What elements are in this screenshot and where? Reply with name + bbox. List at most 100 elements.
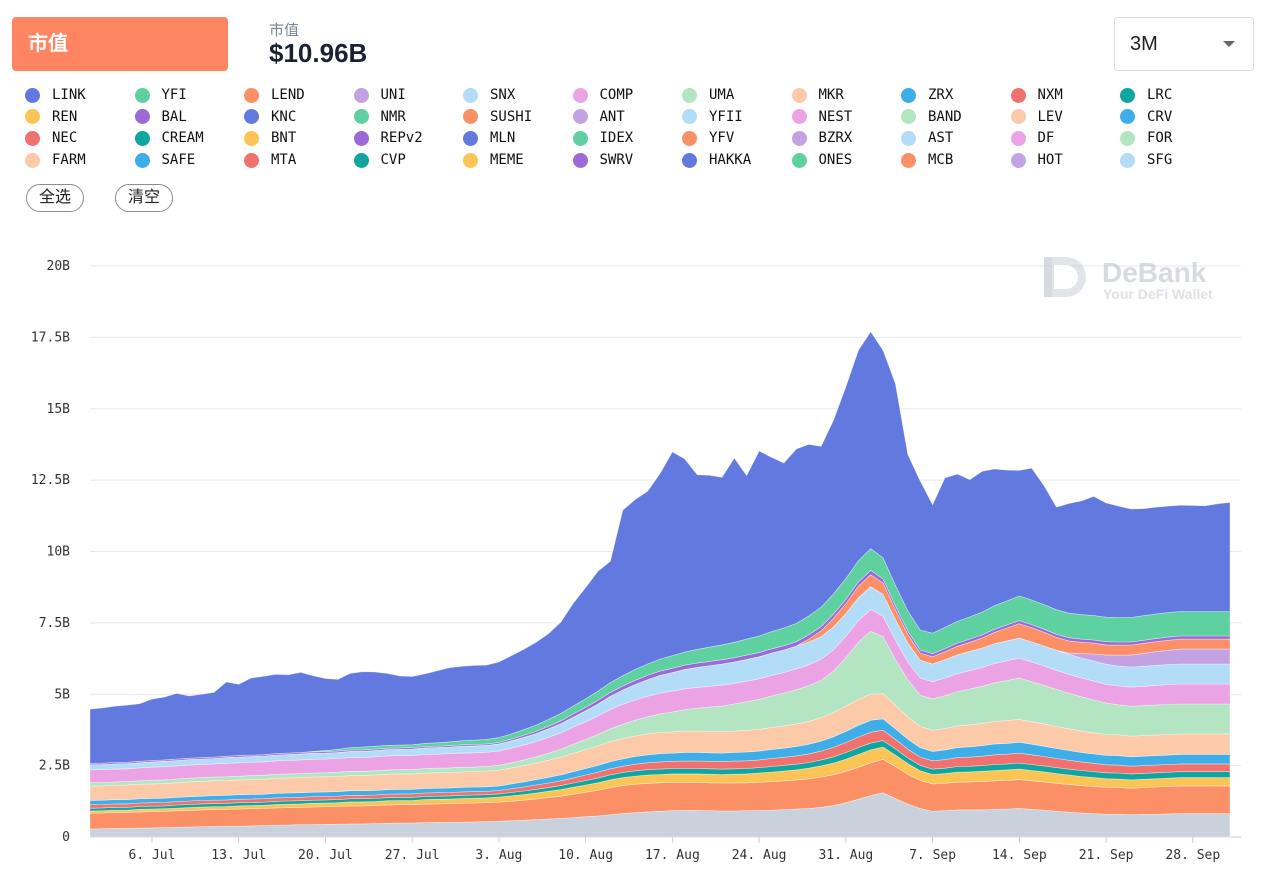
legend-item-ast[interactable]: AST	[901, 127, 953, 149]
legend-dot-icon	[1010, 109, 1026, 125]
legend-dot-icon	[791, 87, 807, 103]
legend-label: BZRX	[818, 130, 853, 147]
legend-dot-icon	[682, 109, 697, 125]
legend-item-safe[interactable]: SAFE	[134, 149, 195, 171]
legend-item-mta[interactable]: MTA	[244, 149, 296, 171]
legend-item-ones[interactable]: ONES	[791, 149, 852, 171]
y-tick-label: 0	[62, 830, 70, 845]
legend-dot-icon	[682, 152, 697, 168]
legend-item-uni[interactable]: UNI	[353, 84, 406, 106]
legend-dot-icon	[25, 152, 40, 168]
y-tick-label: 17.5B	[31, 330, 70, 345]
legend-label: LINK	[52, 87, 86, 103]
legend-dot-icon	[1010, 152, 1026, 168]
legend-item-nmr[interactable]: NMR	[353, 106, 406, 128]
legend-label: MLN	[490, 130, 516, 147]
legend-item-yfv[interactable]: YFV	[682, 127, 734, 149]
market-cap-chart: DeBank Your DeFi Wallet 0 2.5B 5B 7.5B 10B 12…	[31, 257, 1241, 863]
legend-dot-icon	[901, 130, 916, 146]
legend-label: MCB	[928, 152, 954, 169]
legend-item-ant[interactable]: ANT	[572, 106, 625, 128]
clear-button[interactable]: 清空	[115, 184, 174, 212]
legend-label: IDEX	[599, 130, 634, 147]
x-axis: 6. Jul 13. Jul 20. Jul 27. Jul 3. Aug 10. Aug…	[128, 837, 1220, 863]
legend-item-swrv[interactable]: SWRV	[572, 149, 633, 171]
legend-item-idex[interactable]: IDEX	[572, 127, 634, 149]
legend-dot-icon	[25, 109, 40, 125]
legend-item-bzrx[interactable]: BZRX	[791, 127, 853, 149]
legend-item-hakka[interactable]: HAKKA	[682, 149, 751, 171]
legend-dot-icon	[353, 130, 369, 146]
legend-dot-icon	[572, 152, 588, 168]
legend-label: YFII	[709, 108, 743, 125]
x-tick-label: 3. Aug	[475, 848, 522, 863]
legend-item-snx[interactable]: SNX	[463, 84, 515, 106]
legend-label: HAKKA	[709, 152, 752, 169]
legend-dot-icon	[353, 152, 369, 168]
legend-label: MTA	[271, 152, 297, 169]
legend-label: CRV	[1147, 108, 1173, 125]
x-tick-label: 20. Jul	[298, 848, 353, 863]
legend-item-nest[interactable]: NEST	[791, 106, 852, 128]
x-tick-label: 31. Aug	[818, 848, 873, 863]
legend-label: SFG	[1147, 152, 1173, 169]
legend-item-bal[interactable]: BAL	[134, 106, 187, 128]
legend-dot-icon	[791, 109, 807, 125]
legend-item-df[interactable]: DF	[1010, 127, 1054, 149]
metric-label: 市值	[269, 22, 300, 39]
legend-dot-icon	[134, 87, 150, 103]
legend-label: UMA	[709, 87, 735, 103]
legend-label: KNC	[271, 108, 297, 125]
legend-item-meme[interactable]: MEME	[463, 149, 524, 171]
legend-item-crv[interactable]: CRV	[1120, 106, 1172, 128]
legend-item-lend[interactable]: LEND	[244, 84, 305, 106]
debank-logo-icon	[1044, 257, 1086, 297]
legend-label: LRC	[1147, 87, 1173, 103]
legend-item-knc[interactable]: KNC	[244, 106, 296, 128]
legend-item-lev[interactable]: LEV	[1010, 106, 1063, 128]
legend-item-for[interactable]: FOR	[1120, 127, 1172, 149]
x-tick-label: 27. Jul	[385, 848, 440, 863]
legend-label: REPv2	[380, 130, 423, 147]
x-tick-label: 21. Sep	[1079, 848, 1134, 863]
legend-item-cvp[interactable]: CVP	[353, 149, 406, 171]
legend-item-yfii[interactable]: YFII	[682, 106, 743, 128]
legend-item-sfg[interactable]: SFG	[1120, 149, 1172, 171]
legend-item-ren[interactable]: REN	[25, 106, 77, 128]
legend-item-comp[interactable]: COMP	[572, 84, 633, 106]
legend-item-hot[interactable]: HOT	[1010, 149, 1063, 171]
legend-item-farm[interactable]: FARM	[25, 149, 86, 171]
legend-dot-icon	[134, 130, 150, 146]
legend-label: YFV	[709, 130, 735, 147]
legend-dot-icon	[353, 109, 369, 125]
legend-item-link[interactable]: LINK	[25, 84, 86, 106]
legend-item-sushi[interactable]: SUSHI	[463, 106, 532, 128]
y-tick-label: 10B	[47, 545, 71, 560]
legend-item-mkr[interactable]: MKR	[791, 84, 844, 106]
select-all-button[interactable]: 全选	[26, 184, 85, 212]
legend-item-repv2[interactable]: REPv2	[353, 127, 423, 149]
time-range-select[interactable]: 3M	[1114, 17, 1254, 71]
legend-item-lrc[interactable]: LRC	[1120, 84, 1172, 106]
legend-item-cream[interactable]: CREAM	[134, 127, 204, 149]
legend-label: SUSHI	[490, 108, 533, 125]
legend-label: CREAM	[161, 130, 204, 147]
legend-item-nec[interactable]: NEC	[25, 127, 77, 149]
legend-label: UNI	[380, 87, 406, 103]
legend-label: CVP	[380, 152, 406, 169]
time-range-value: 3M	[1130, 33, 1158, 55]
metric-select-button[interactable]: 市值	[12, 17, 228, 71]
legend-item-zrx[interactable]: ZRX	[901, 84, 953, 106]
legend-item-uma[interactable]: UMA	[682, 84, 734, 106]
legend-dot-icon	[463, 87, 478, 103]
x-tick-label: 14. Sep	[992, 848, 1047, 863]
legend-item-yfi[interactable]: YFI	[134, 84, 187, 106]
legend-item-mcb[interactable]: MCB	[901, 149, 953, 171]
legend-item-band[interactable]: BAND	[901, 106, 962, 128]
legend-item-nxm[interactable]: NXM	[1010, 84, 1063, 106]
legend-dot-icon	[791, 130, 807, 146]
legend-dot-icon	[1010, 87, 1026, 103]
chevron-down-icon	[1223, 41, 1235, 47]
legend-item-mln[interactable]: MLN	[463, 127, 515, 149]
legend-item-bnt[interactable]: BNT	[244, 127, 296, 149]
